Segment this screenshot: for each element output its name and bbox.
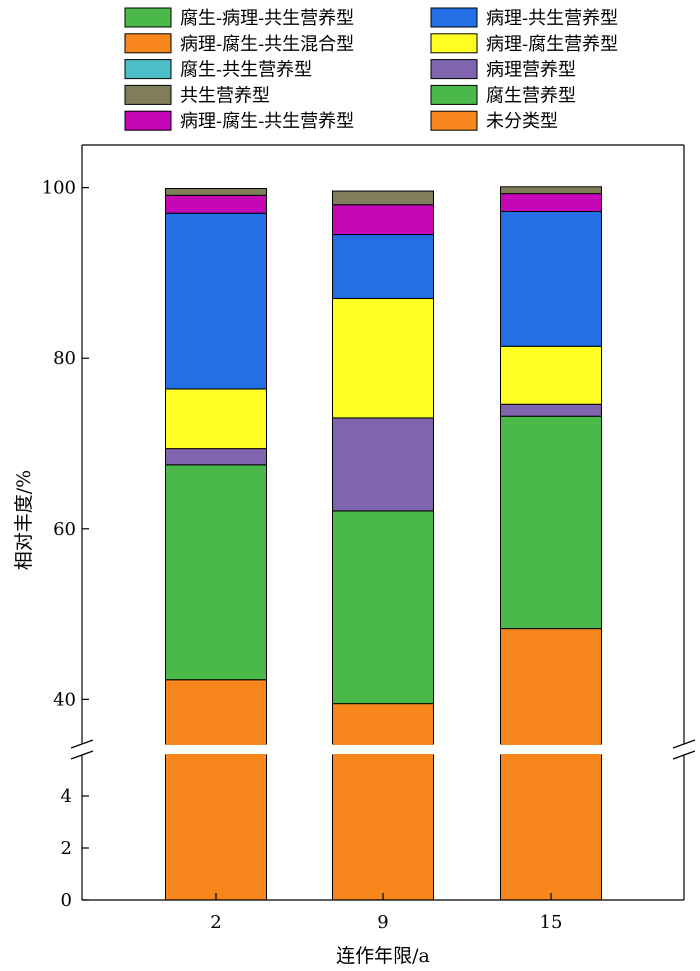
y-tick-label: 4 [61, 786, 72, 807]
y-tick-label: 60 [53, 519, 76, 540]
y-axis-title: 相对丰度/% [13, 470, 35, 570]
bar-break-cover [333, 754, 433, 756]
legend-swatch [430, 33, 478, 54]
bar-break-cover [501, 743, 601, 745]
y-tick-label: 40 [53, 689, 76, 710]
legend-swatch [124, 7, 172, 28]
bar-segment [165, 679, 267, 745]
x-tick-label: 15 [540, 912, 563, 933]
plot-area [165, 186, 602, 901]
y-tick-label: 0 [61, 890, 72, 911]
bar-break-cover [166, 743, 266, 745]
bar-segment [500, 754, 602, 901]
bar-segment [165, 388, 267, 450]
axis-break-mark [672, 739, 696, 749]
axis-break-mark [672, 750, 696, 760]
bar-segment [332, 417, 434, 512]
axes: 40 60 80 100 0 2 4 2 9 15 连作年限/a 相对丰度/% [13, 144, 696, 967]
bar-segment [500, 415, 602, 630]
axis-break-mark [70, 750, 94, 760]
legend-label: 病理营养型 [486, 60, 576, 81]
legend-label: 病理-腐生-共生混合型 [180, 34, 354, 55]
bar-break-cover [333, 743, 433, 745]
bar-segment [165, 754, 267, 901]
legend-swatch [124, 84, 172, 105]
bar-segment [165, 212, 267, 390]
x-tick-label: 2 [210, 912, 221, 933]
legend-label: 病理-腐生-共生营养型 [180, 111, 354, 132]
bar-segment [165, 194, 267, 214]
y-tick-label: 100 [42, 178, 76, 199]
bar-segment [332, 234, 434, 300]
legend-swatch [430, 7, 478, 28]
bar-segment [165, 464, 267, 681]
legend-swatch [124, 110, 172, 131]
bar-break-cover [501, 754, 601, 756]
legend-swatch [124, 33, 172, 54]
axis-break-mark [70, 739, 94, 749]
bar-segment [332, 703, 434, 745]
legend-swatch [430, 59, 478, 80]
y-tick-label: 2 [61, 838, 72, 859]
legend-swatch [430, 110, 478, 131]
legend-label: 病理-共生营养型 [486, 8, 618, 29]
legend-swatch [124, 59, 172, 80]
x-tick-label: 9 [377, 912, 388, 933]
x-axis-title: 连作年限/a [336, 945, 430, 967]
bar-break-cover [166, 754, 266, 756]
legend-label: 共生营养型 [180, 85, 270, 106]
legend-label: 未分类型 [486, 111, 558, 132]
bar-segment [332, 510, 434, 705]
legend-swatch [430, 84, 478, 105]
legend-label: 腐生-共生营养型 [180, 60, 312, 81]
bar-segment [500, 193, 602, 213]
bar-segment [165, 187, 267, 196]
bar-segment [332, 190, 434, 206]
bar-segment [332, 298, 434, 419]
bar-segment [500, 345, 602, 405]
bar-segment [500, 628, 602, 745]
y-tick-label: 80 [53, 348, 76, 369]
bar-segment [332, 204, 434, 236]
bar-segment [500, 403, 602, 417]
legend-label: 腐生营养型 [486, 85, 576, 106]
bar-segment [165, 448, 267, 466]
bar-segment [500, 211, 602, 347]
legend-label: 病理-腐生营养型 [486, 34, 618, 55]
legend-label: 腐生-病理-共生营养型 [180, 8, 354, 29]
bar-segment [500, 186, 602, 195]
bar-segment [332, 754, 434, 901]
